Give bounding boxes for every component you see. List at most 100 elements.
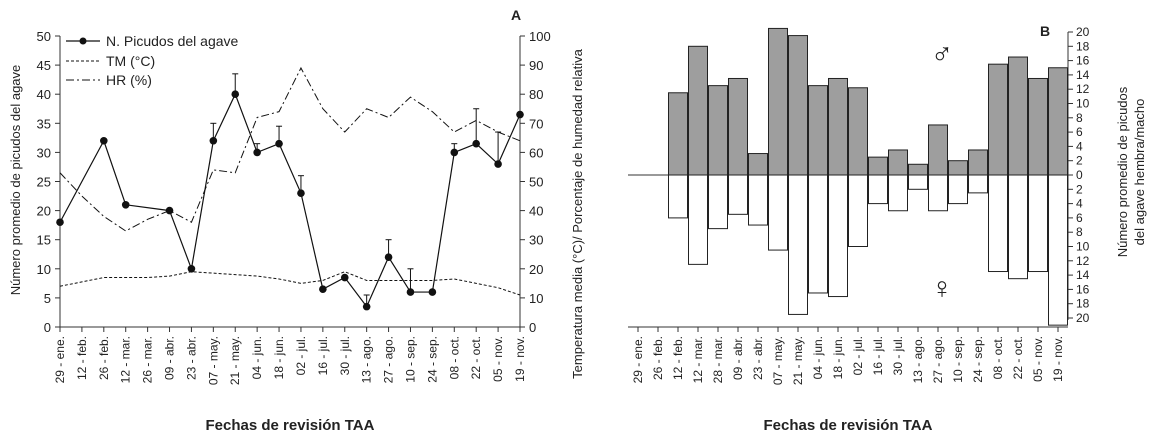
a-data-point [56, 218, 64, 227]
female-symbol: ♀ [931, 272, 954, 305]
a-left-tick-label: 20 [37, 204, 51, 219]
a-left-tick-label: 5 [44, 291, 51, 306]
b-male-bar [808, 85, 828, 176]
panel-b-x-axis-title: Fechas de revisión TAA [764, 417, 933, 434]
b-right-tick-label: 20 [1076, 311, 1090, 325]
b-right-tick-label: 6 [1076, 211, 1083, 225]
b-x-tick-label: 12 - feb. [671, 336, 685, 380]
a-x-tick-label: 16 - jul. [316, 336, 330, 375]
b-right-tick-label: 4 [1076, 197, 1083, 211]
a-x-tick-label: 27 - ago. [382, 336, 396, 383]
b-male-bar [968, 149, 988, 176]
panel-a: A Número promedio de picudos del agave T… [8, 7, 585, 434]
a-x-tick-label: 10 - sep. [403, 336, 417, 383]
a-data-point [494, 160, 502, 168]
panel-a-legend: N. Picudos del agave TM (°C) HR (%) [66, 33, 239, 88]
b-female-bar [1028, 174, 1048, 273]
a-left-tick-label: 0 [44, 320, 51, 335]
b-x-tick-label: 29 - ene. [631, 336, 645, 383]
a-data-point [362, 302, 371, 311]
a-x-tick-label: 29 - ene. [53, 336, 67, 383]
a-right-tick-label: 0 [529, 320, 536, 335]
a-data-point [319, 285, 327, 293]
a-x-tick-label: 30 - jul. [338, 336, 352, 375]
b-right-tick-label: 10 [1076, 240, 1090, 254]
b-x-tick-label: 30 - jul. [891, 336, 905, 375]
a-left-tick-label: 50 [37, 29, 51, 44]
b-male-bar [888, 149, 908, 176]
a-left-tick-label: 25 [37, 175, 51, 190]
a-right-tick-label: 90 [529, 58, 543, 73]
panel-b-label: B [1040, 23, 1050, 39]
a-right-tick-label: 100 [529, 29, 551, 44]
b-female-bar [968, 174, 988, 194]
a-left-tick-label: 30 [37, 145, 51, 160]
b-male-bar [928, 124, 948, 176]
b-x-tick-label: 28 - mar. [711, 336, 725, 383]
a-x-tick-label: 24 - sep. [425, 336, 439, 383]
b-right-tick-label: 2 [1076, 154, 1083, 168]
b-female-bar [748, 174, 768, 226]
a-right-tick-label: 30 [529, 233, 543, 248]
b-x-tick-label: 26 - feb. [651, 336, 665, 380]
b-right-tick-label: 8 [1076, 225, 1083, 239]
panel-b-right-axis-title-line1: Número promedio de picudos [1115, 86, 1130, 257]
a-x-tick-label: 13 - ago. [360, 336, 374, 383]
a-left-tick-label: 40 [37, 87, 51, 102]
b-x-tick-label: 22 - oct. [1011, 336, 1025, 379]
b-male-bar [1028, 77, 1048, 176]
b-female-bar [888, 174, 908, 212]
b-male-bar [948, 160, 968, 176]
a-data-point [516, 110, 524, 119]
b-right-tick-label: 12 [1076, 82, 1090, 96]
panel-b-right-axis-title-line2: del agave hembra/macho [1132, 99, 1147, 246]
b-male-bar [708, 85, 728, 176]
b-right-tick-label: 16 [1076, 282, 1090, 296]
b-right-tick-label: 14 [1076, 68, 1090, 82]
b-male-bar [728, 77, 748, 176]
chart-marks: 0510152025303540455001020304050607080901… [37, 25, 1090, 385]
b-right-tick-label: 8 [1076, 111, 1083, 125]
b-x-tick-label: 21 - may. [791, 336, 805, 385]
b-male-bar [688, 45, 708, 176]
a-x-tick-label: 09 - abr. [163, 336, 177, 380]
a-x-tick-label: 26 - mar. [141, 336, 155, 383]
a-data-point [384, 253, 393, 261]
b-x-tick-label: 09 - abr. [731, 336, 745, 380]
b-male-bar [1048, 67, 1068, 176]
a-data-point [209, 136, 218, 145]
b-female-bar [908, 174, 928, 190]
b-x-tick-label: 24 - sep. [971, 336, 985, 383]
b-x-tick-label: 12 - mar. [691, 336, 705, 383]
a-data-point [165, 206, 174, 215]
a-x-tick-label: 18 - jun. [272, 336, 286, 379]
a-left-tick-label: 10 [37, 262, 51, 277]
a-x-tick-label: 23 - abr. [184, 336, 198, 380]
b-female-bar [948, 174, 968, 205]
b-right-tick-label: 4 [1076, 139, 1083, 153]
panel-b: B ♂ ♀ Número promedio de picudos del aga… [628, 23, 1147, 434]
a-x-tick-label: 12 - feb. [75, 336, 89, 380]
b-right-tick-label: 6 [1076, 125, 1083, 139]
b-female-bar [848, 174, 868, 247]
a-left-tick-label: 45 [37, 58, 51, 73]
a-right-tick-label: 40 [529, 204, 543, 219]
a-x-tick-label: 12 - mar. [119, 336, 133, 383]
panel-a-label: A [511, 7, 521, 23]
b-male-bar [868, 156, 888, 176]
a-data-point [450, 148, 459, 157]
a-right-tick-label: 80 [529, 87, 543, 102]
b-female-bar [868, 174, 888, 205]
legend-tm-label: TM (°C) [106, 53, 155, 69]
b-x-tick-label: 23 - abr. [751, 336, 765, 380]
b-female-bar [728, 174, 748, 215]
b-male-bar [908, 163, 928, 176]
b-x-tick-label: 02 - jul. [851, 336, 865, 375]
b-male-bar [988, 63, 1008, 176]
b-male-bar [1008, 56, 1028, 176]
b-female-bar [928, 174, 948, 212]
b-right-tick-label: 16 [1076, 54, 1090, 68]
panel-a-right-axis-title: Temperatura media (°C)/ Porcentaje de hu… [570, 48, 585, 378]
legend-hr-label: HR (%) [106, 72, 152, 88]
b-x-tick-label: 19 - nov. [1051, 336, 1065, 382]
